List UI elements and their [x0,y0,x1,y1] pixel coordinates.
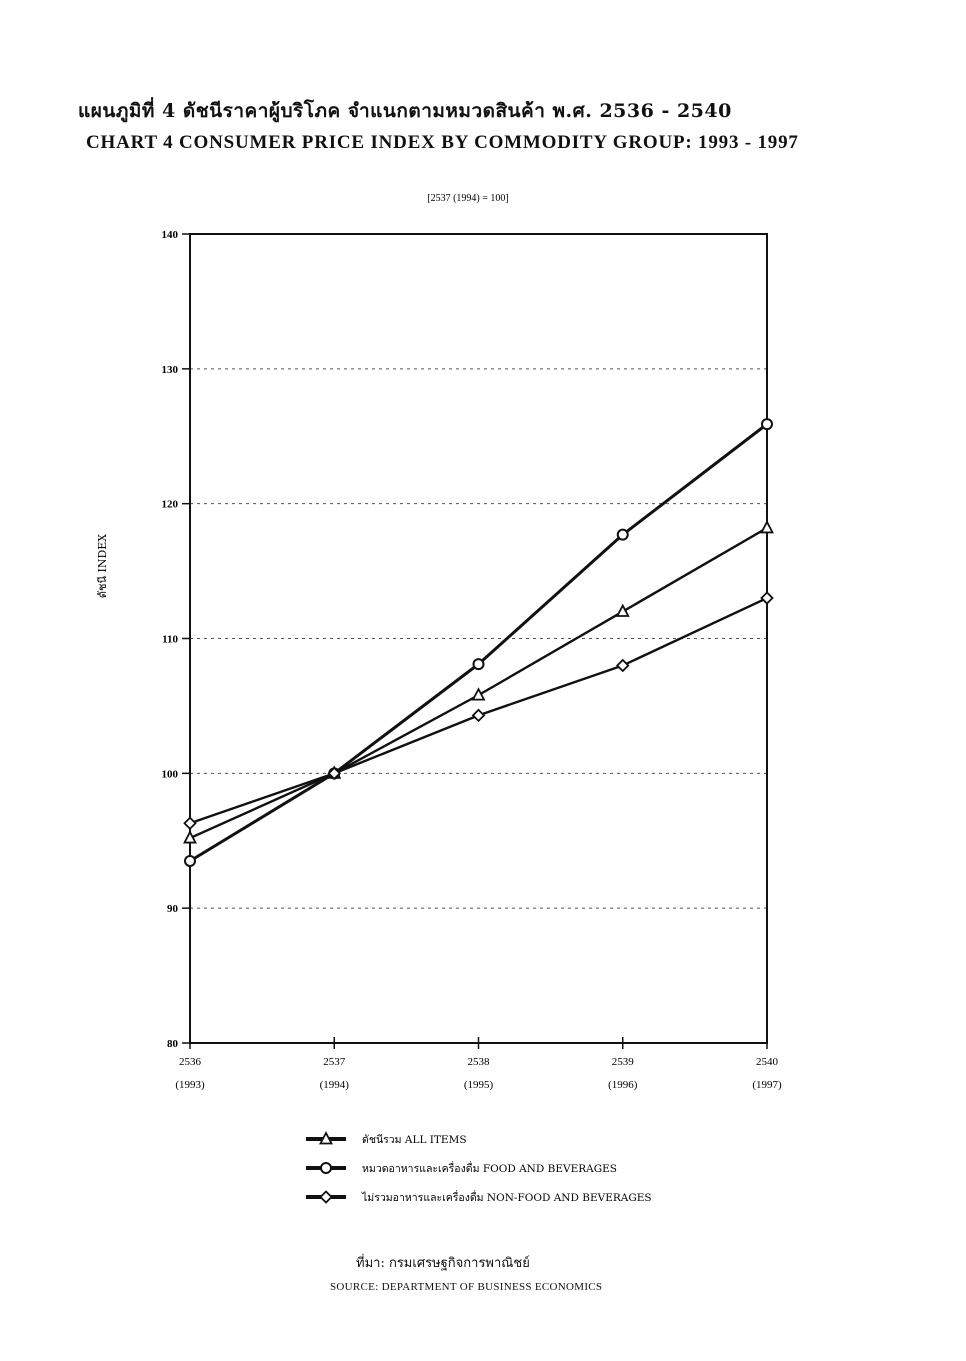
x-axis-ticks: 2536 (1993) 2537 (1994) 2538 (1995) 2539 (1996)… [175,1037,782,1091]
data-point [471,687,486,701]
data-point [760,519,774,534]
data-point [760,591,774,605]
y-tick-label: 90 [167,903,179,915]
data-point [183,830,197,844]
source-english: SOURCE: DEPARTMENT OF BUSINESS ECONOMICS [330,1281,603,1293]
legend-label: หมวดอาหารและเครื่องดื่ม FOOD AND BEVERAG… [362,1161,617,1175]
x-tick-label: 2538 [468,1056,491,1068]
x-tick-sublabel: (1994) [320,1079,350,1091]
x-tick-sublabel: (1993) [175,1079,205,1091]
data-point [183,816,197,830]
series-layer [183,418,774,867]
y-tick-label: 100 [162,768,179,780]
gridlines [190,368,767,909]
series-line [189,422,768,863]
series-line [189,526,768,840]
source-thai: ที่มา: กรมเศรษฐกิจการพาณิชย์ [356,1256,530,1271]
legend-label: ไม่รวมอาหารและเครื่องดื่ม NON-FOOD AND B… [361,1190,652,1204]
chart-subtitle: [2537 (1994) = 100] [427,193,508,204]
y-tick-label: 110 [162,634,178,646]
legend-marker [320,1162,332,1174]
plot-area-frame [189,233,768,1044]
y-tick-label: 80 [167,1038,179,1050]
y-tick-label: 120 [162,499,179,511]
x-tick-label: 2539 [612,1056,635,1068]
legend-label: ดัชนีรวม ALL ITEMS [362,1133,467,1146]
x-tick-label: 2537 [323,1056,346,1068]
data-point [184,854,196,867]
legend-marker [319,1190,333,1204]
legend-marker [319,1131,333,1145]
data-point [327,766,342,781]
chart-title-thai: แผนภูมิที่ 4 ดัชนีราคาผู้บริโภค จำแนกตาม… [78,100,732,122]
line-chart: [2537 (1994) = 100] 8090100110120130140 … [96,193,782,1204]
y-axis-ticks: 80 90 100 110 120 130 140 [162,229,190,1050]
data-point [615,658,630,673]
x-tick-sublabel: (1995) [464,1079,494,1091]
x-tick-label: 2540 [756,1056,779,1068]
data-point [472,658,485,671]
x-tick-sublabel: (1997) [752,1079,782,1091]
data-point [615,603,630,617]
chart-title-english: CHART 4 CONSUMER PRICE INDEX BY COMMODIT… [86,132,799,153]
data-point [471,708,486,723]
x-tick-label: 2536 [179,1056,202,1068]
y-axis-label: ดัชนี INDEX [96,534,109,598]
y-tick-label: 130 [162,364,179,376]
legend: ดัชนีรวม ALL ITEMS หมวดอาหารและเครื่องดื่… [306,1131,652,1204]
data-point [761,418,773,431]
data-point [616,528,629,541]
y-tick-label: 140 [162,229,179,241]
x-tick-sublabel: (1996) [608,1079,638,1091]
